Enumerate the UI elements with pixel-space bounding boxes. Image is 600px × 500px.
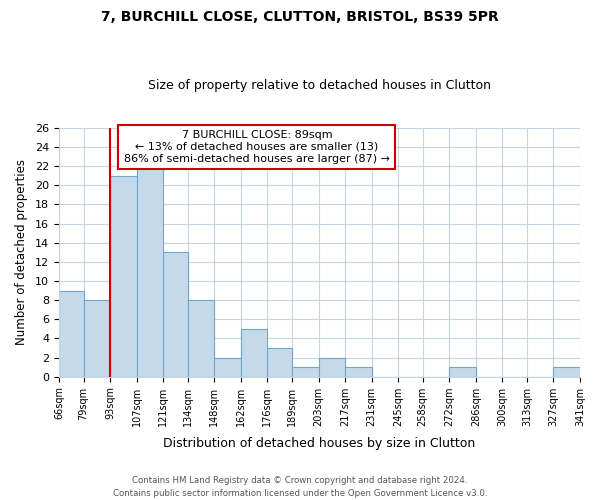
Text: Contains HM Land Registry data © Crown copyright and database right 2024.
Contai: Contains HM Land Registry data © Crown c… bbox=[113, 476, 487, 498]
Text: 7, BURCHILL CLOSE, CLUTTON, BRISTOL, BS39 5PR: 7, BURCHILL CLOSE, CLUTTON, BRISTOL, BS3… bbox=[101, 10, 499, 24]
Bar bbox=[163, 252, 188, 376]
Bar bbox=[345, 367, 371, 376]
Bar bbox=[137, 166, 163, 376]
Bar bbox=[319, 358, 345, 376]
Bar bbox=[110, 176, 137, 376]
Bar bbox=[59, 290, 83, 376]
Bar bbox=[292, 367, 319, 376]
X-axis label: Distribution of detached houses by size in Clutton: Distribution of detached houses by size … bbox=[163, 437, 476, 450]
Bar bbox=[188, 300, 214, 376]
Bar bbox=[83, 300, 110, 376]
Bar bbox=[268, 348, 292, 376]
Bar bbox=[214, 358, 241, 376]
Bar bbox=[553, 367, 580, 376]
Text: 7 BURCHILL CLOSE: 89sqm
← 13% of detached houses are smaller (13)
86% of semi-de: 7 BURCHILL CLOSE: 89sqm ← 13% of detache… bbox=[124, 130, 390, 164]
Title: Size of property relative to detached houses in Clutton: Size of property relative to detached ho… bbox=[148, 79, 491, 92]
Y-axis label: Number of detached properties: Number of detached properties bbox=[15, 160, 28, 346]
Bar bbox=[241, 329, 268, 376]
Bar bbox=[449, 367, 476, 376]
